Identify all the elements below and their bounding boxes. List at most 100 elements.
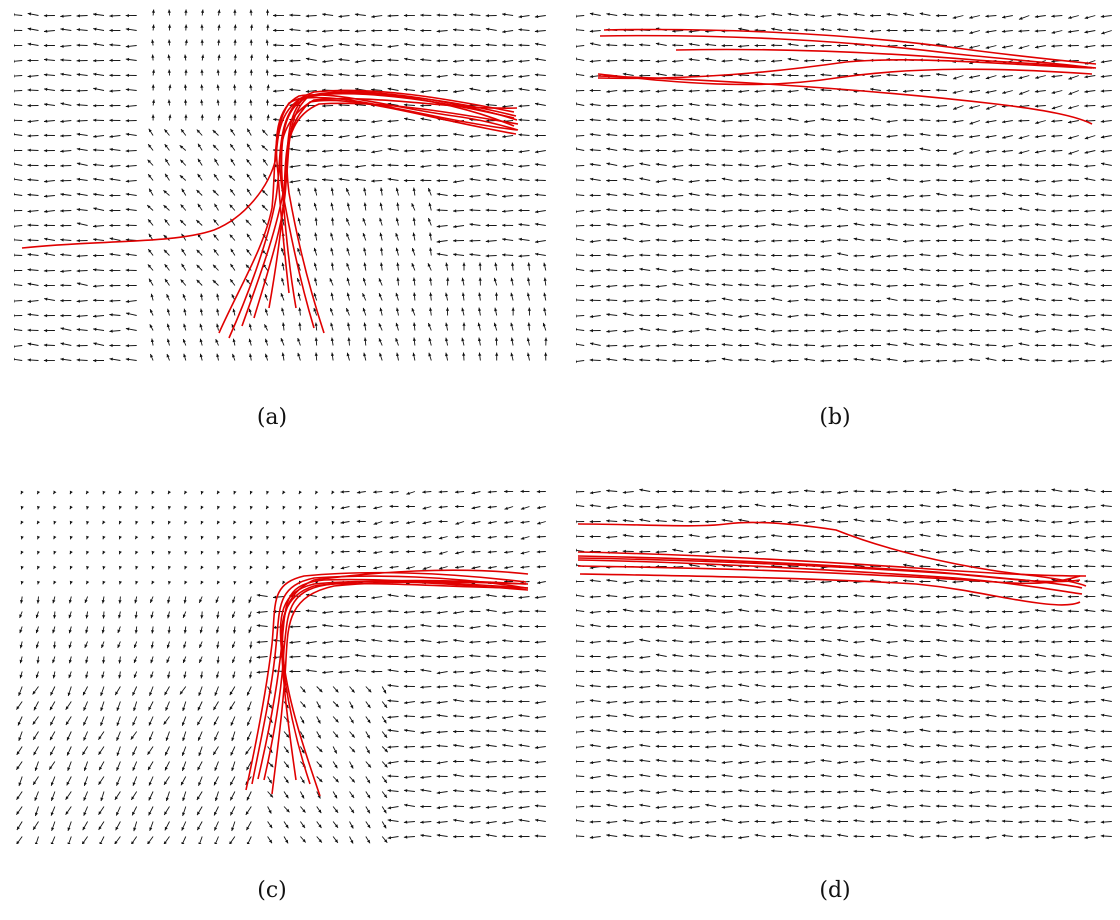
field-arrowhead [330, 187, 334, 192]
field-arrowhead [754, 178, 758, 182]
field-arrowhead [34, 767, 38, 771]
field-arrowhead [216, 645, 220, 649]
field-arrowhead [804, 520, 808, 524]
field-arrowhead [250, 24, 254, 28]
field-arrowhead [305, 641, 310, 645]
field-arrowhead [389, 490, 393, 494]
field-arrowhead [453, 670, 457, 674]
field-arrowhead [469, 699, 473, 703]
field-arrowhead [196, 220, 200, 224]
field-arrowhead [214, 158, 218, 163]
field-arrowhead [115, 691, 119, 696]
field-arrowhead [622, 299, 626, 303]
field-arrowhead [420, 685, 424, 689]
field-arrowhead [902, 283, 907, 287]
field-arrowhead [985, 163, 989, 168]
field-arrowhead [182, 614, 186, 618]
field-arrowhead [543, 292, 547, 297]
field-arrowhead [266, 9, 270, 13]
field-arrowhead [837, 44, 841, 48]
field-arrowhead [870, 344, 874, 348]
field-arrowhead [453, 90, 457, 94]
field-arrowhead [518, 818, 522, 822]
field-arrowhead [299, 520, 302, 525]
field-arrowhead [461, 292, 465, 296]
field-arrowhead [804, 193, 808, 198]
field-arrowhead [411, 248, 415, 252]
field-arrowhead [469, 58, 473, 62]
field-arrowhead [771, 149, 775, 153]
field-arrowhead [249, 535, 253, 540]
field-arrowhead [721, 297, 726, 301]
field-arrowhead [93, 104, 97, 108]
field-arrowhead [672, 239, 676, 243]
field-arrowhead [1067, 329, 1072, 333]
field-arrowhead [27, 193, 31, 197]
field-arrowhead [477, 322, 481, 327]
field-arrowhead [27, 12, 32, 16]
field-arrowhead [589, 177, 594, 181]
field-arrowhead [182, 737, 186, 741]
field-arrowhead [387, 14, 391, 18]
field-arrowhead [148, 128, 152, 133]
field-arrowhead [51, 827, 55, 831]
field-arrowhead [322, 623, 326, 627]
field-arrowhead [1067, 489, 1072, 493]
field-arrowhead [347, 337, 351, 341]
field-arrowhead [282, 580, 286, 585]
field-arrowhead [969, 222, 973, 226]
field-arrowhead [246, 249, 250, 253]
field-arrowhead [315, 565, 319, 570]
field-arrowhead [282, 520, 286, 525]
field-arrowhead [166, 323, 170, 328]
field-arrowhead [14, 238, 15, 242]
field-arrowhead [346, 202, 350, 207]
field-arrowhead [903, 103, 907, 107]
field-arrowhead [387, 119, 391, 123]
field-arrowhead [116, 722, 120, 726]
field-arrowhead [1018, 503, 1022, 508]
field-arrowhead [266, 490, 270, 495]
field-arrow [247, 836, 252, 844]
field-arrowhead [471, 550, 475, 554]
field-arrowhead [384, 839, 388, 843]
field-arrowhead [27, 282, 32, 286]
field-arrowhead [589, 358, 593, 362]
field-arrowhead [269, 794, 273, 798]
trajectory-line [279, 97, 518, 329]
field-arrowhead [606, 535, 610, 539]
field-arrowhead [373, 550, 377, 555]
field-arrowhead [44, 102, 48, 107]
field-arrowhead [93, 314, 97, 318]
field-arrowhead [387, 668, 392, 672]
field-arrowhead [589, 504, 594, 508]
field-arrowhead [214, 842, 218, 844]
field-arrowhead [147, 159, 151, 164]
field-arrowhead [502, 30, 506, 34]
field-arrowhead [436, 148, 440, 152]
field-arrowhead [969, 45, 973, 49]
field-arrowhead [820, 282, 824, 287]
field-arrowhead [289, 655, 293, 659]
field-arrowhead [230, 781, 234, 786]
field-arrowhead [109, 43, 113, 47]
field-arrowhead [606, 313, 610, 317]
field-arrowhead [322, 178, 326, 182]
field-arrowhead [366, 734, 370, 739]
field-arrowhead [151, 99, 156, 103]
field-arrowhead [167, 39, 171, 43]
field-arrowhead [487, 505, 492, 509]
field-arrowhead [771, 253, 775, 257]
field-arrowhead [231, 737, 235, 741]
field-arrowhead [453, 28, 457, 32]
field-arrowhead [535, 240, 539, 244]
field-arrowhead [197, 721, 201, 726]
field-arrowhead [1035, 192, 1039, 196]
field-arrowhead [535, 102, 539, 106]
field-arrowhead [804, 357, 808, 361]
trajectory-line [599, 34, 1095, 69]
field-arrowhead [469, 73, 473, 77]
field-arrowhead [1100, 283, 1104, 288]
field-arrowhead [289, 640, 293, 644]
field-arrowhead [301, 749, 305, 754]
